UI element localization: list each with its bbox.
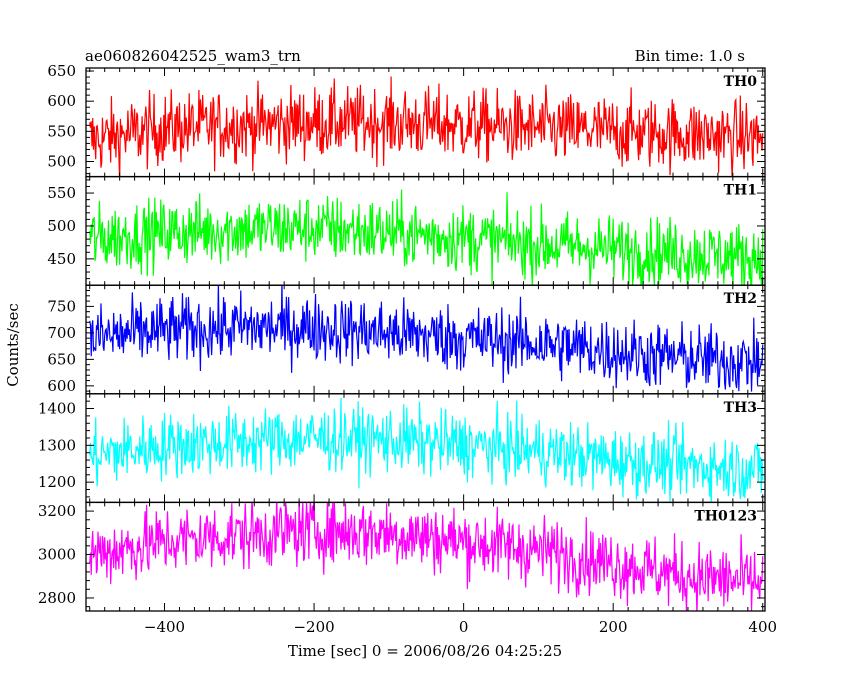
panels: 500 550 600 650 TH0 450 500 550 TH1 600 650 700 750 T…: [38, 62, 766, 612]
x-tick-label: 0: [459, 618, 469, 636]
y-tick-label: 500: [47, 217, 76, 235]
x-tick-label: −200: [293, 618, 334, 636]
panel-frame: [85, 501, 766, 612]
series-label-th1: TH1: [724, 183, 757, 199]
series-label-th3: TH3: [724, 400, 757, 416]
x-tick-label: 200: [599, 618, 628, 636]
x-tick-label: −400: [144, 618, 185, 636]
y-tick-label: 500: [47, 153, 76, 171]
series-line-th2: [89, 285, 764, 392]
y-axis-label: Counts/sec: [4, 303, 22, 387]
y-tick-label: 650: [47, 350, 76, 368]
panel-th3: 1200 1300 1400 TH3: [38, 393, 766, 504]
series-label-th0: TH0: [724, 74, 758, 90]
y-tick-label: 600: [47, 377, 76, 395]
y-tick-label: 3000: [38, 546, 76, 564]
y-tick-label: 650: [47, 62, 76, 80]
series-label-th2: TH2: [724, 291, 757, 307]
series-line-th1: [89, 189, 764, 286]
series-line-th3: [89, 398, 764, 503]
x-tick-label: 400: [748, 618, 777, 636]
y-tick-label: 700: [47, 324, 76, 342]
x-axis: −400 −200 0 200 400: [144, 618, 777, 636]
y-tick-label: 550: [47, 184, 76, 202]
panel-th2: 600 650 700 750 TH2: [47, 284, 766, 395]
series-line-th0: [89, 76, 764, 177]
panel-th1: 450 500 550 TH1: [47, 175, 766, 286]
y-tick-label: 1300: [38, 436, 76, 454]
chart-title: ae060826042525_wam3_trn: [85, 47, 301, 65]
series-line-th0123: [89, 502, 764, 611]
y-tick-label: 3200: [38, 502, 76, 520]
y-tick-label: 750: [47, 297, 76, 315]
y-tick-label: 1200: [38, 473, 76, 491]
panel-th0123: 2800 3000 3200 TH0123: [38, 501, 766, 612]
x-axis-label: Time [sec] 0 = 2006/08/26 04:25:25: [288, 642, 562, 660]
panel-th0: 500 550 600 650 TH0: [47, 62, 766, 178]
y-tick-label: 450: [47, 250, 76, 268]
y-tick-label: 1400: [38, 400, 76, 418]
y-tick-label: 550: [47, 122, 76, 140]
series-label-th0123: TH0123: [694, 508, 757, 524]
bin-time-label: Bin time: 1.0 s: [635, 47, 745, 65]
y-tick-label: 2800: [38, 589, 76, 607]
y-tick-label: 600: [47, 92, 76, 110]
